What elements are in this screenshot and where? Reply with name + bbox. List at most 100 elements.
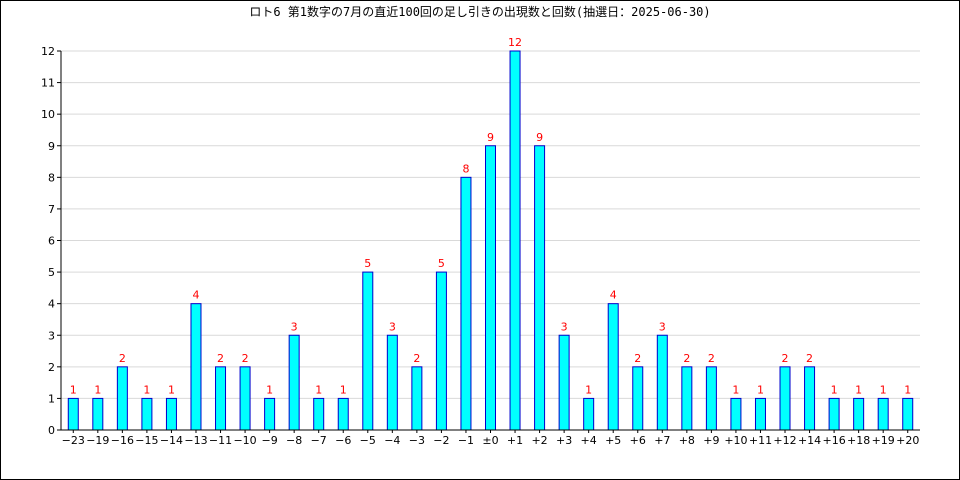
- x-tick-label: +9: [703, 434, 719, 447]
- bar: [853, 397, 865, 431]
- data-label: 5: [438, 257, 445, 270]
- bar: [435, 271, 447, 431]
- data-label: 9: [536, 131, 543, 144]
- bar: [607, 303, 619, 431]
- data-label: 2: [119, 352, 126, 365]
- data-label: 1: [94, 383, 101, 396]
- data-label: 3: [561, 320, 568, 333]
- bar: [877, 397, 889, 431]
- x-tick-label: +8: [679, 434, 695, 447]
- x-tick-label: +10: [724, 434, 747, 447]
- x-tick-label: −4: [384, 434, 400, 447]
- data-label: 1: [315, 383, 322, 396]
- x-tick-label: −13: [184, 434, 207, 447]
- data-label: 2: [413, 352, 420, 365]
- x-tick-label: +2: [531, 434, 547, 447]
- bar: [239, 366, 251, 431]
- y-tick-label: 4: [48, 298, 55, 311]
- data-label: 2: [782, 352, 789, 365]
- bar: [656, 334, 668, 431]
- bar: [92, 397, 104, 431]
- x-tick-label: −16: [111, 434, 134, 447]
- bar: [534, 145, 546, 431]
- bar: [902, 397, 914, 431]
- bar: [509, 50, 521, 431]
- x-tick-label: −1: [458, 434, 474, 447]
- x-tick-label: +3: [556, 434, 572, 447]
- x-tick-label: +12: [773, 434, 796, 447]
- bar: [337, 397, 349, 431]
- bar: [165, 397, 177, 431]
- x-tick-label: −2: [433, 434, 449, 447]
- y-tick-label: 0: [48, 424, 55, 437]
- data-label: 2: [634, 352, 641, 365]
- bar: [362, 271, 374, 431]
- x-tick-label: +11: [749, 434, 772, 447]
- y-tick-label: 1: [48, 392, 55, 405]
- y-tick-label: 6: [48, 235, 55, 248]
- data-label: 1: [904, 383, 911, 396]
- x-tick-label: −23: [62, 434, 85, 447]
- x-tick-label: −19: [86, 434, 109, 447]
- y-tick-label: 8: [48, 171, 55, 184]
- bar: [67, 397, 79, 431]
- data-label: 5: [364, 257, 371, 270]
- y-tick-label: 11: [41, 77, 55, 90]
- data-label: 1: [143, 383, 150, 396]
- data-label: 2: [217, 352, 224, 365]
- bar: [460, 176, 472, 431]
- y-tick-label: 12: [41, 45, 55, 58]
- data-label: 4: [610, 289, 617, 302]
- x-tick-label: +14: [798, 434, 821, 447]
- data-label: 2: [683, 352, 690, 365]
- bar: [386, 334, 398, 431]
- x-tick-label: +19: [872, 434, 895, 447]
- x-tick-label: −8: [286, 434, 302, 447]
- bar: [730, 397, 742, 431]
- x-tick-label: −7: [311, 434, 327, 447]
- x-tick-label: +16: [822, 434, 845, 447]
- data-label: 8: [462, 162, 469, 175]
- y-tick-label: 7: [48, 203, 55, 216]
- x-tick-label: −6: [335, 434, 351, 447]
- x-tick-label: −15: [135, 434, 158, 447]
- data-label: 1: [585, 383, 592, 396]
- bar: [779, 366, 791, 431]
- data-label: 12: [508, 36, 522, 49]
- data-label: 1: [732, 383, 739, 396]
- x-tick-label: −11: [209, 434, 232, 447]
- x-tick-label: +4: [581, 434, 597, 447]
- data-label: 3: [659, 320, 666, 333]
- x-tick-label: +7: [654, 434, 670, 447]
- data-label: 2: [806, 352, 813, 365]
- data-label: 1: [340, 383, 347, 396]
- data-label: 1: [855, 383, 862, 396]
- y-tick-label: 9: [48, 140, 55, 153]
- x-tick-label: +1: [507, 434, 523, 447]
- data-label: 3: [389, 320, 396, 333]
- bar: [705, 366, 717, 431]
- x-axis: −23 −19 −16 −15 −14 −13 −11 −10 −9 −8 −7 −6 −5 −4 −3 −2…: [61, 429, 920, 447]
- data-label: 1: [880, 383, 887, 396]
- y-tick-label: 5: [48, 266, 55, 279]
- y-tick-label: 10: [41, 108, 55, 121]
- bar: [828, 397, 840, 431]
- data-label: 1: [266, 383, 273, 396]
- data-label: 1: [70, 383, 77, 396]
- bar: [583, 397, 595, 431]
- bar: [485, 145, 496, 431]
- x-tick-label: +20: [896, 434, 919, 447]
- bar: [215, 366, 227, 431]
- bar: [754, 397, 766, 431]
- data-label: 2: [242, 352, 249, 365]
- data-label: 1: [168, 383, 175, 396]
- data-label: 4: [192, 289, 199, 302]
- y-tick-label: 2: [48, 361, 55, 374]
- y-tick-label: 3: [48, 329, 55, 342]
- bar: [411, 366, 423, 431]
- data-label: 3: [291, 320, 298, 333]
- data-label: 2: [708, 352, 715, 365]
